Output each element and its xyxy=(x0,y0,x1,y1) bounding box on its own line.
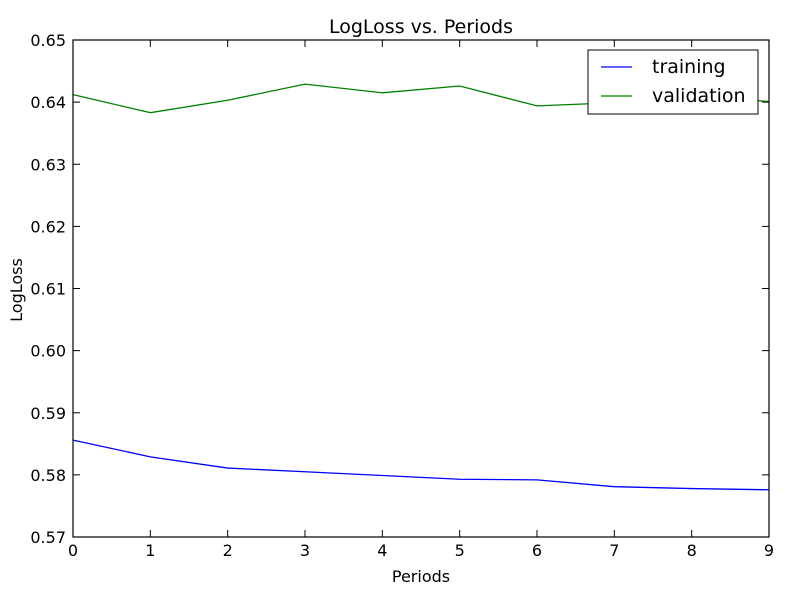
legend: training validation xyxy=(587,49,759,115)
x-axis-ticks: 0 1 2 3 4 5 6 7 8 9 xyxy=(68,40,774,560)
y-tick-label: 0.63 xyxy=(30,155,66,174)
y-tick-label: 0.65 xyxy=(30,31,66,50)
series-line-training xyxy=(72,439,770,491)
x-tick-label: 9 xyxy=(764,541,774,560)
chart-title: LogLoss vs. Periods xyxy=(329,16,513,38)
legend-label-validation: validation xyxy=(652,85,746,107)
x-tick-label: 8 xyxy=(687,541,697,560)
y-tick-label: 0.60 xyxy=(30,342,66,361)
y-tick-label: 0.59 xyxy=(30,404,66,423)
y-axis-label: LogLoss xyxy=(7,258,26,322)
x-tick-label: 6 xyxy=(532,541,542,560)
y-axis-ticks: 0.57 0.58 0.59 0.60 0.61 0.62 0.63 0.64 0.65 xyxy=(30,31,769,547)
x-tick-label: 2 xyxy=(223,541,233,560)
y-tick-label: 0.64 xyxy=(30,93,66,112)
x-axis-label: Periods xyxy=(392,567,450,586)
legend-box xyxy=(587,49,759,115)
x-tick-label: 4 xyxy=(377,541,387,560)
x-tick-label: 3 xyxy=(300,541,310,560)
y-tick-label: 0.62 xyxy=(30,217,66,236)
y-tick-label: 0.58 xyxy=(30,466,66,485)
x-tick-label: 5 xyxy=(455,541,465,560)
y-tick-label: 0.57 xyxy=(30,528,66,547)
x-tick-label: 7 xyxy=(609,541,619,560)
legend-label-training: training xyxy=(652,56,726,78)
x-tick-label: 0 xyxy=(68,541,78,560)
y-tick-label: 0.61 xyxy=(30,280,66,299)
x-tick-label: 1 xyxy=(145,541,155,560)
